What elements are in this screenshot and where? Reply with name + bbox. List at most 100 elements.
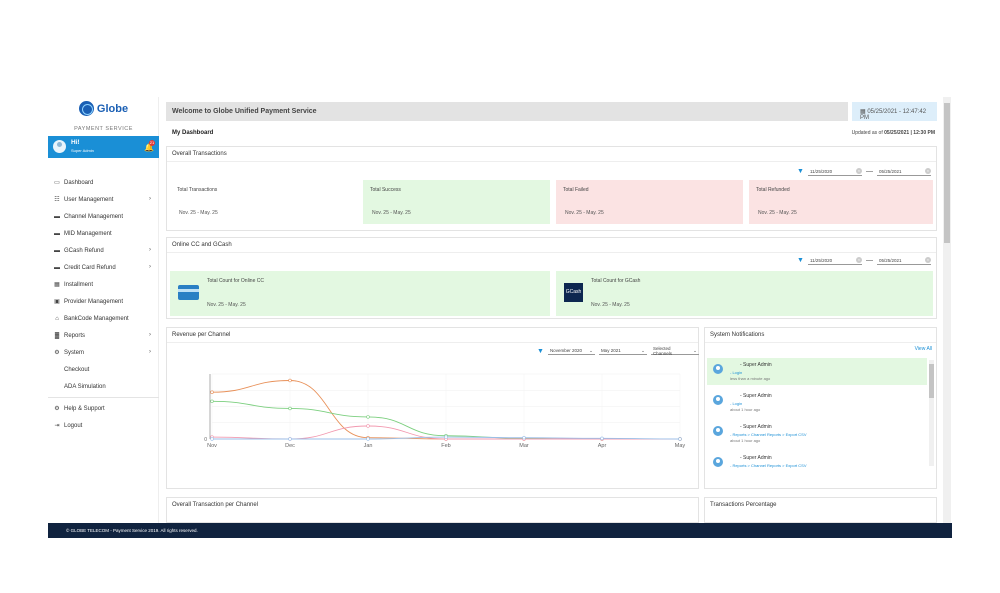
notifications-scrollbar[interactable]	[929, 360, 934, 466]
stat-range: Nov. 25 - May. 25	[207, 302, 246, 308]
app-window: Globe PAYMENT SERVICE Hi! Super Admin 🔔 …	[48, 97, 952, 538]
revenue-line-chart: Nov Dec Jan Feb Mar Apr May 0	[204, 373, 685, 449]
sidebar-item-mid-management[interactable]: ▬ MID Management	[48, 225, 159, 242]
clear-icon[interactable]: ×	[924, 257, 931, 263]
filter-icon[interactable]: ▼	[537, 347, 544, 355]
sidebar-item-label: Channel Management	[64, 213, 124, 220]
sidebar-item-ada-simulation[interactable]: ADA Simulation	[48, 378, 159, 395]
notification-item[interactable]: - Super Admin - Login less than a minute a…	[707, 358, 927, 385]
sidebar-item-provider-management[interactable]: ▣ Provider Management	[48, 293, 159, 310]
overall-transactions-card: Overall Transactions ▼ 11/25/2020 × — 05/…	[166, 146, 937, 231]
chevron-right-icon: ›	[149, 349, 151, 355]
avatar	[713, 457, 723, 467]
stat-label: Total Count for Online CC	[207, 278, 264, 284]
notification-action[interactable]: - Login	[730, 370, 743, 375]
sidebar-item-channel-management[interactable]: ▬ Channel Management	[48, 208, 159, 225]
help-icon: ⚙	[54, 406, 60, 412]
bar-chart-icon: ▓	[54, 332, 60, 339]
date-filter: ▼ 11/25/2020 × — 05/25/2021 ×	[797, 167, 931, 176]
notification-user: - Super Admin	[740, 424, 772, 430]
online-cc-stat: Total Count for Online CC Nov. 25 - May.…	[170, 271, 550, 316]
stat-label: Total Refunded	[756, 187, 790, 193]
chevron-down-icon: ⌄	[589, 347, 593, 353]
stat-range: Nov. 25 - May. 25	[372, 210, 411, 216]
bank-icon: ⌂	[55, 315, 59, 322]
users-icon: ☷	[54, 197, 60, 203]
date-separator: —	[865, 168, 873, 175]
x-tick-label: Jan	[364, 443, 373, 449]
sidebar-item-reports[interactable]: ▓ Reports ›	[48, 327, 159, 344]
page-title: My Dashboard	[172, 130, 214, 136]
avatar	[713, 364, 723, 374]
chevron-down-icon: ⌄	[641, 347, 645, 353]
view-all-link[interactable]: View All	[914, 346, 932, 352]
date-from-input[interactable]: 11/25/2020 ×	[807, 168, 862, 176]
notification-action[interactable]: - Reports > Channel Reports > Export CSV	[730, 432, 807, 437]
brand-name: Globe	[96, 102, 129, 115]
sidebar-item-dashboard[interactable]: ▭ Dashboard	[48, 174, 159, 191]
sidebar-item-user-management[interactable]: ☷ User Management ›	[48, 191, 159, 208]
chevron-right-icon: ›	[149, 196, 151, 202]
sidebar-item-gcash-refund[interactable]: ▬ GCash Refund ›	[48, 242, 159, 259]
sidebar-item-label: Logout	[64, 422, 83, 429]
nav-divider	[48, 397, 159, 398]
gcash-logo-icon: GCash	[564, 283, 583, 302]
filter-icon[interactable]: ▼	[797, 168, 804, 175]
notification-action[interactable]: - Reports > Channel Reports > Export CSV	[730, 463, 807, 468]
logo: Globe PAYMENT SERVICE	[48, 101, 159, 132]
page-scroll-thumb[interactable]	[944, 103, 950, 243]
scroll-thumb[interactable]	[929, 364, 934, 398]
chevron-down-icon: ⌄	[693, 347, 697, 353]
clear-icon[interactable]: ×	[855, 257, 862, 263]
notification-user: - Super Admin	[740, 362, 772, 368]
stat-label: Total Count for GCash	[591, 278, 641, 284]
chevron-right-icon: ›	[149, 247, 151, 253]
welcome-banner: Welcome to Globe Unified Payment Service	[166, 102, 848, 121]
card-icon: ▬	[54, 230, 60, 237]
footer: © GLOBE TELECOM - Payment Service 2019. …	[48, 523, 952, 538]
sidebar-item-label: System	[64, 349, 85, 356]
sidebar-item-help-support[interactable]: ⚙ Help & Support	[48, 400, 159, 417]
date-from-input[interactable]: 11/25/2020 ×	[807, 257, 862, 265]
sidebar-item-bankcode-management[interactable]: ⌂ BankCode Management	[48, 310, 159, 327]
date-to-input[interactable]: 05/25/2021 ×	[876, 168, 931, 176]
sidebar-item-installment[interactable]: ▦ Installment	[48, 276, 159, 293]
datetime-value: 05/25/2021 - 12:47:42 PM	[860, 109, 927, 121]
transactions-percentage-card: Transactions Percentage	[704, 497, 937, 523]
sidebar-item-label: User Management	[64, 196, 114, 203]
notification-item[interactable]: - Super Admin - Reports > Channel Reports…	[707, 420, 927, 447]
stat-label: Total Transactions	[177, 187, 218, 193]
from-month-select[interactable]: November 2020 ⌄	[547, 347, 595, 355]
main-content: Welcome to Globe Unified Payment Service…	[163, 97, 942, 523]
notification-user: - Super Admin	[740, 455, 772, 461]
clear-icon[interactable]: ×	[924, 168, 931, 174]
notification-action[interactable]: - Login	[730, 401, 743, 406]
user-greeting: Hi!	[71, 139, 80, 146]
sidebar-item-label: Provider Management	[64, 298, 124, 305]
sidebar-item-system[interactable]: ⚙ System ›	[48, 344, 159, 361]
updated-timestamp: Updated as of 05/25/2021 | 12:30 PM	[852, 130, 935, 136]
date-to-input[interactable]: 05/25/2021 ×	[876, 257, 931, 265]
filter-icon[interactable]: ▼	[797, 257, 804, 264]
notification-user: - Super Admin	[740, 393, 772, 399]
notifications-card: System Notifications View All - Super Ad…	[704, 327, 937, 489]
notification-item[interactable]: - Super Admin - Reports > Channel Reports…	[707, 451, 927, 478]
notification-item[interactable]: - Super Admin - Login about 1 hour ago	[707, 389, 927, 416]
sidebar-item-logout[interactable]: ⇥ Logout	[48, 417, 159, 434]
bell-icon[interactable]: 🔔	[144, 143, 154, 152]
sidebar-item-checkout[interactable]: Checkout	[48, 361, 159, 378]
data-point	[210, 437, 214, 441]
page-scrollbar[interactable]	[943, 97, 951, 523]
x-tick-label: Mar	[519, 443, 529, 449]
sidebar-item-credit-card-refund[interactable]: ▬ Credit Card Refund ›	[48, 259, 159, 276]
clear-icon[interactable]: ×	[855, 168, 862, 174]
stat-total-refunded: Total Refunded Nov. 25 - May. 25	[749, 180, 933, 224]
data-point	[366, 415, 370, 419]
channel-select[interactable]: Selected Channels ⌄	[650, 345, 699, 356]
sidebar-item-label: MID Management	[64, 230, 112, 237]
updated-value: 05/25/2021 | 12:30 PM	[884, 130, 935, 136]
to-month-select[interactable]: May 2021 ⌄	[598, 347, 647, 355]
notification-time: less than a minute ago	[730, 376, 771, 381]
sidebar-item-label: Checkout	[64, 366, 90, 373]
user-profile[interactable]: Hi! Super Admin 🔔 21	[48, 136, 159, 158]
